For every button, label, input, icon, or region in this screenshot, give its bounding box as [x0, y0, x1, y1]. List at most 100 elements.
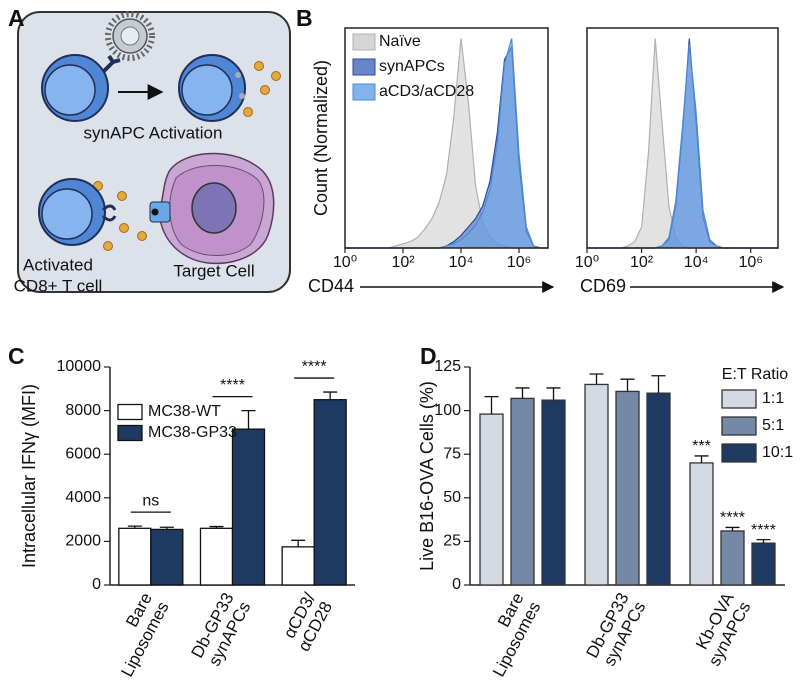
error-bar [291, 539, 306, 547]
liposome-core [120, 26, 140, 46]
error-bar [159, 526, 174, 530]
legend-label: MC38-GP33 [148, 424, 237, 441]
legend-swatch [721, 443, 757, 463]
bar [313, 399, 347, 586]
plot-frame [344, 27, 549, 249]
cytokine [254, 61, 264, 71]
legend-swatch [117, 403, 143, 421]
cytokine [243, 107, 253, 117]
diagram-label: Activated [23, 255, 93, 274]
legend-swatch [117, 424, 143, 442]
x-tick-label: 10⁴ [449, 254, 474, 271]
bar [479, 413, 504, 586]
bar [689, 462, 714, 586]
error-bar [620, 378, 635, 392]
legend-swatch [352, 33, 376, 51]
error-bar [694, 455, 709, 463]
density-curve [587, 44, 778, 249]
panel-label: D [420, 343, 437, 369]
y-tick-label: 4000 [65, 489, 101, 506]
y-tick-label: 25 [443, 533, 461, 550]
legend-label: 5:1 [762, 417, 784, 434]
error-bar [323, 391, 338, 400]
significance: *** [692, 438, 711, 455]
error-bar [546, 387, 561, 401]
legend-swatch [352, 83, 376, 101]
y-tick-label: 125 [434, 358, 461, 375]
error-bar [589, 373, 604, 385]
error-bar [756, 539, 771, 544]
cytokine [137, 231, 147, 241]
peptide [151, 208, 159, 216]
y-tick-label: 50 [443, 489, 461, 506]
legend-label: synAPCs [379, 58, 445, 75]
t-cell-nucleus [44, 64, 96, 116]
bar [751, 542, 776, 586]
receptor [101, 54, 121, 74]
liposome-spikes [105, 11, 155, 61]
panel-label: C [8, 343, 25, 369]
target-nucleus [191, 182, 237, 234]
significance: ns [142, 492, 159, 509]
x-tick-label: 10⁰ [333, 254, 357, 271]
significance: **** [751, 522, 776, 539]
bar [541, 399, 566, 586]
legend-label: Naïve [379, 33, 421, 50]
error-bar [241, 409, 256, 430]
receptor-dot [239, 93, 245, 99]
y-tick-label: 75 [443, 445, 461, 462]
x-tick-label: 10⁶ [739, 254, 763, 271]
y-tick-label: 0 [452, 576, 461, 593]
bar [584, 383, 609, 586]
cytokine [117, 191, 127, 201]
x-tick-label: 10² [391, 254, 415, 271]
y-axis-label: Live B16-OVA Cells (%) [417, 381, 437, 571]
diagram-label: Target Cell [173, 261, 254, 280]
panel-a-diagram: synAPC Activation Activated CD8+ T cell … [14, 11, 291, 295]
mhc [149, 201, 171, 223]
error-bar [484, 395, 499, 415]
legend-title: E:T Ratio [722, 366, 789, 383]
significance: **** [720, 510, 745, 527]
cytokine [119, 223, 129, 233]
x-axis-label: CD44 [308, 276, 354, 296]
legend-label: 10:1 [762, 444, 793, 461]
diagram-label: CD8+ T cell [14, 276, 103, 295]
t-cell-nucleus [41, 188, 93, 240]
bar [231, 428, 266, 586]
plot-frame [586, 27, 779, 249]
error-bar [651, 375, 666, 394]
cytokine [260, 85, 270, 95]
error-bar [127, 525, 142, 529]
cytokines [93, 61, 281, 251]
cytokine [103, 241, 113, 251]
y-axis-label: Intracellular IFNγ (MFI) [19, 384, 39, 568]
legend-swatch [352, 58, 376, 76]
bar [510, 397, 535, 586]
diagram-label: synAPC Activation [84, 123, 223, 142]
panel-label: A [8, 5, 25, 31]
bar [646, 392, 671, 586]
y-tick-label: 6000 [65, 445, 101, 462]
bar [720, 530, 745, 586]
error-bar [725, 526, 740, 531]
y-tick-label: 10000 [57, 358, 102, 375]
bar [615, 390, 640, 586]
significance: **** [302, 358, 327, 375]
bar [199, 527, 234, 586]
x-tick-label: 10⁶ [507, 254, 531, 271]
x-axis-label: CD69 [580, 276, 626, 296]
t-cell-nucleus [181, 64, 233, 116]
x-tick-label: 10² [630, 254, 654, 271]
x-tick-label: 10⁰ [575, 254, 599, 271]
y-tick-label: 100 [434, 402, 461, 419]
cytokine [271, 71, 281, 81]
legend-swatch [721, 389, 757, 409]
bar [281, 546, 315, 586]
legend-swatch [721, 416, 757, 436]
y-tick-label: 8000 [65, 402, 101, 419]
legend-label: MC38-WT [148, 403, 221, 420]
y-axis-label: Count (Normalized) [311, 60, 331, 216]
